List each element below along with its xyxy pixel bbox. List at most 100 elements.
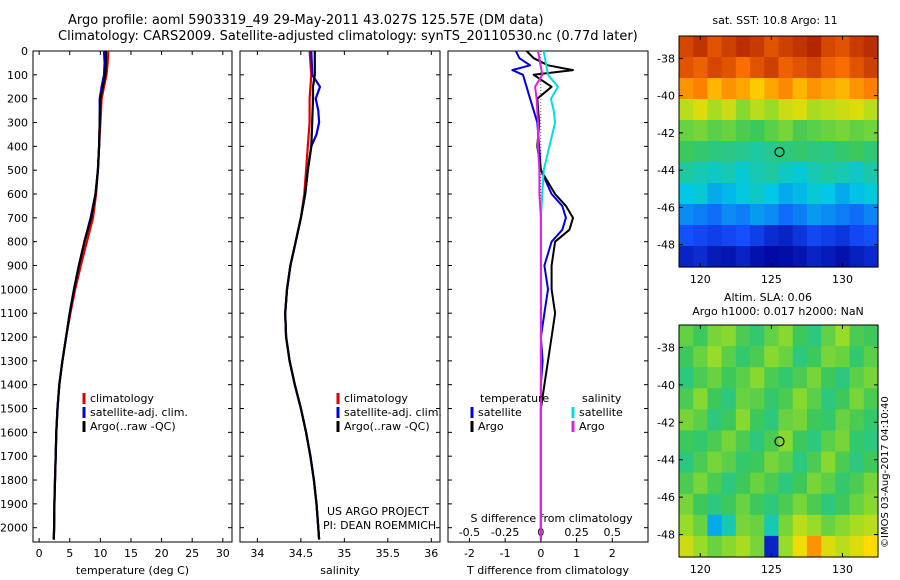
map-cell <box>806 388 822 410</box>
map-cell <box>693 141 709 163</box>
map-cell <box>835 451 851 474</box>
map-cell <box>821 325 836 347</box>
map-cell <box>764 141 780 163</box>
map-title: sat. SST: 10.8 Argo: 11 <box>712 14 837 27</box>
x-tick-label: 35 <box>337 547 351 560</box>
series-line <box>284 50 322 540</box>
map-cell <box>806 472 822 495</box>
map-cell <box>693 246 709 268</box>
map-cell <box>707 472 723 495</box>
y-tick-label: 1500 <box>0 403 28 416</box>
map-cell <box>821 346 836 368</box>
map-cell <box>778 409 794 432</box>
map-cell <box>679 120 694 142</box>
map-cell <box>806 535 822 558</box>
map-cell <box>792 99 808 121</box>
map-cell <box>707 430 723 453</box>
x-tick-label: -2 <box>464 547 475 560</box>
y-tick-label: 0 <box>21 45 28 58</box>
map-cell <box>693 346 709 368</box>
map-cell <box>764 246 780 268</box>
y-tick-label: -44 <box>657 164 675 177</box>
map-cell <box>750 225 765 247</box>
plot-frame <box>678 35 879 268</box>
map-cell <box>792 367 808 389</box>
map-cell <box>821 451 836 474</box>
map-cell <box>693 99 709 121</box>
legend-label: satellite <box>579 406 623 419</box>
map-cell <box>792 204 808 226</box>
map-cell <box>863 183 879 205</box>
map-cell <box>750 162 765 184</box>
map-cell <box>835 493 851 516</box>
x-tick-label: 30 <box>216 547 230 560</box>
map-cell <box>835 346 851 368</box>
map-cell <box>750 57 765 79</box>
map-cell <box>863 78 879 100</box>
x-tick-label: -1 <box>500 547 511 560</box>
map-cell <box>721 409 737 432</box>
y-tick-label: -42 <box>657 416 675 429</box>
map-cell <box>735 162 751 184</box>
map-cell <box>863 346 879 368</box>
map-cell <box>679 514 694 537</box>
map-cell <box>778 120 794 142</box>
map-cell <box>693 388 709 410</box>
map-cell <box>735 183 751 205</box>
map-cell <box>707 141 723 163</box>
map-cell <box>806 141 822 163</box>
map-cell <box>693 451 709 474</box>
map-cell <box>735 120 751 142</box>
map-cell <box>679 346 694 368</box>
map-cell <box>679 141 694 163</box>
map-cell <box>764 183 780 205</box>
map-cell <box>750 246 765 268</box>
map-cell <box>721 162 737 184</box>
plot-frame <box>32 50 233 543</box>
figure-title: Argo profile: aoml 5903319_49 29-May-201… <box>68 13 544 28</box>
map-cell <box>750 325 765 347</box>
map-cell <box>735 409 751 432</box>
map-cell <box>863 246 879 268</box>
map-cell <box>693 430 709 453</box>
y-tick-label: 1300 <box>0 355 28 368</box>
map-cell <box>835 162 851 184</box>
map-cell <box>707 57 723 79</box>
x-tick-label: 20 <box>155 547 169 560</box>
map-cell <box>821 388 836 410</box>
map-cell <box>863 162 879 184</box>
map-cell <box>750 535 765 558</box>
map-cell <box>721 514 737 537</box>
map-cell <box>849 409 865 432</box>
y-tick-label: 1000 <box>0 283 28 296</box>
map-cell <box>835 409 851 432</box>
map-cell <box>721 388 737 410</box>
map-cell <box>707 388 723 410</box>
legend-label: Argo(..raw -QC) <box>344 420 430 433</box>
map-cell <box>735 451 751 474</box>
map-cell <box>693 78 709 100</box>
map-cell <box>792 388 808 410</box>
map-cell <box>778 325 794 347</box>
map-cell <box>693 120 709 142</box>
x-tick-label: 0 <box>36 547 43 560</box>
map-cell <box>721 36 737 58</box>
map-cell <box>707 78 723 100</box>
map-cell <box>863 451 879 474</box>
x-tick-label: 130 <box>832 563 853 576</box>
map-cell <box>849 325 865 347</box>
map-cell <box>849 451 865 474</box>
map-cell <box>721 472 737 495</box>
series-line <box>539 50 559 540</box>
map-cell <box>863 57 879 79</box>
map-cell <box>707 325 723 347</box>
map-cell <box>735 514 751 537</box>
map-cell <box>849 535 865 558</box>
x-tick-label: 125 <box>761 273 782 286</box>
map-cell <box>735 325 751 347</box>
y-tick-label: 1400 <box>0 379 28 392</box>
map-cell <box>806 99 822 121</box>
map-cell <box>721 78 737 100</box>
map-cell <box>821 162 836 184</box>
map-cell <box>806 514 822 537</box>
